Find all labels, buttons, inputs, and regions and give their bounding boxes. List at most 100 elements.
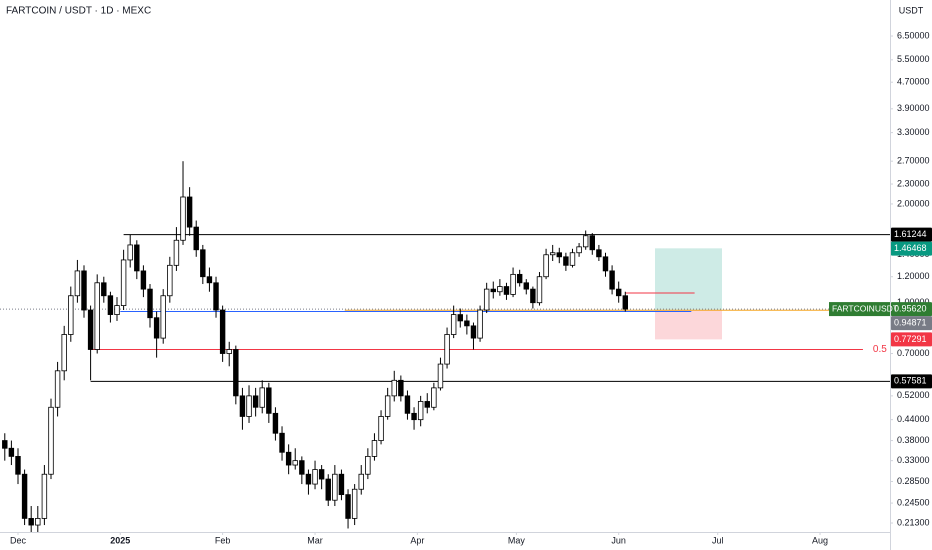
symbol-badge (829, 302, 890, 317)
candle-body (21, 473, 28, 519)
position-target-zone (654, 248, 723, 311)
price-badge-label: 1.46468 (894, 243, 927, 253)
y-tick-label: 5.50000 (897, 54, 930, 64)
candle-body (305, 473, 312, 485)
candle-body (411, 412, 417, 421)
price-badge (891, 374, 932, 389)
candle-body (378, 416, 384, 441)
candle-body (556, 252, 562, 258)
candle-body (167, 264, 173, 297)
candle-body (589, 235, 595, 251)
candle-body (114, 305, 120, 315)
candle-body (48, 406, 54, 475)
line-label: 0.5 (873, 344, 887, 355)
candle-body (569, 252, 576, 266)
candle-body (279, 432, 285, 453)
candle-body (134, 244, 140, 272)
candle-body (54, 370, 61, 408)
candle-body (193, 226, 199, 251)
candle-body (345, 494, 351, 519)
y-tick-label: 1.20000 (897, 271, 930, 281)
candle-body (424, 401, 430, 408)
candle-body (384, 395, 391, 417)
y-tick-label: 3.90000 (897, 103, 930, 113)
candle-body (615, 288, 622, 297)
candle-body (325, 478, 331, 501)
candle-body (503, 286, 510, 295)
candle-body (285, 451, 292, 466)
candle-body (107, 295, 114, 315)
candle-body (391, 379, 397, 397)
y-tick-label: 6.50000 (897, 30, 930, 40)
price-badge (891, 227, 932, 242)
x-tick-label: Jun (611, 535, 626, 545)
candle-body (530, 288, 536, 304)
candle-body (497, 286, 503, 293)
price-badge-label: 0.95620 (894, 303, 927, 313)
candle-body (398, 379, 404, 397)
candle-body (28, 518, 34, 526)
candle-body (609, 270, 615, 290)
candle-body (173, 239, 180, 266)
x-tick-label: Jul (712, 535, 724, 545)
candle-body (576, 246, 582, 254)
candle-body (186, 196, 193, 228)
candle-body (404, 395, 411, 414)
candle-body (61, 334, 67, 372)
candle-body (239, 395, 246, 417)
x-tick-label: Mar (307, 535, 323, 545)
candle-body (81, 270, 87, 311)
candle-body (266, 387, 272, 414)
candle-body (351, 488, 358, 519)
candle-body (483, 288, 490, 311)
candle-body (226, 349, 232, 354)
candle-body (87, 309, 94, 350)
candle-body (153, 317, 160, 339)
price-badge (891, 302, 932, 317)
candle-body (15, 456, 21, 475)
candle-body (431, 387, 437, 408)
candle-body (516, 273, 523, 284)
candle-body (450, 314, 457, 335)
candle-body (470, 325, 477, 339)
y-tick-label: 2.70000 (897, 156, 930, 166)
candle-body (318, 469, 325, 480)
candle-body (101, 282, 107, 297)
candle-body (147, 288, 153, 319)
y-tick-label: 2.30000 (897, 178, 930, 188)
y-tick-label: 2.00000 (897, 198, 930, 208)
candle-body (437, 363, 444, 389)
candle-body (312, 469, 318, 485)
candle-body (180, 196, 186, 241)
candle-body (127, 244, 133, 261)
candle-body (417, 401, 424, 421)
y-tick-label: 4.70000 (897, 77, 930, 87)
price-badge (891, 316, 932, 331)
candle-body (596, 249, 602, 258)
candle-body (74, 270, 81, 297)
y-tick-label: 0.28500 (897, 476, 930, 486)
price-badge (891, 332, 932, 347)
y-tick-label: 0.33000 (897, 455, 930, 465)
candle-body (206, 276, 213, 284)
candle-body (464, 320, 470, 327)
candle-body (622, 295, 629, 310)
y-tick-label: 1.00000 (897, 297, 930, 307)
candle-body (338, 473, 345, 496)
candle-body (272, 412, 279, 434)
candle-body (365, 456, 371, 475)
candle-body (490, 288, 496, 293)
candle-body (94, 282, 100, 350)
candle-body (358, 473, 364, 490)
candle-body (602, 256, 609, 272)
y-tick-label: 0.52000 (897, 390, 930, 400)
candle-body (41, 473, 48, 519)
candle-body (160, 295, 166, 339)
candle-body (2, 440, 8, 449)
x-tick-label: Aug (812, 535, 828, 545)
candle-body (259, 387, 265, 408)
chart-title: FARTCOIN / USDT · 1D · MEXC (6, 6, 151, 17)
x-tick-label: 2025 (110, 535, 130, 545)
candle-body (140, 270, 147, 290)
candle-body (120, 259, 127, 306)
